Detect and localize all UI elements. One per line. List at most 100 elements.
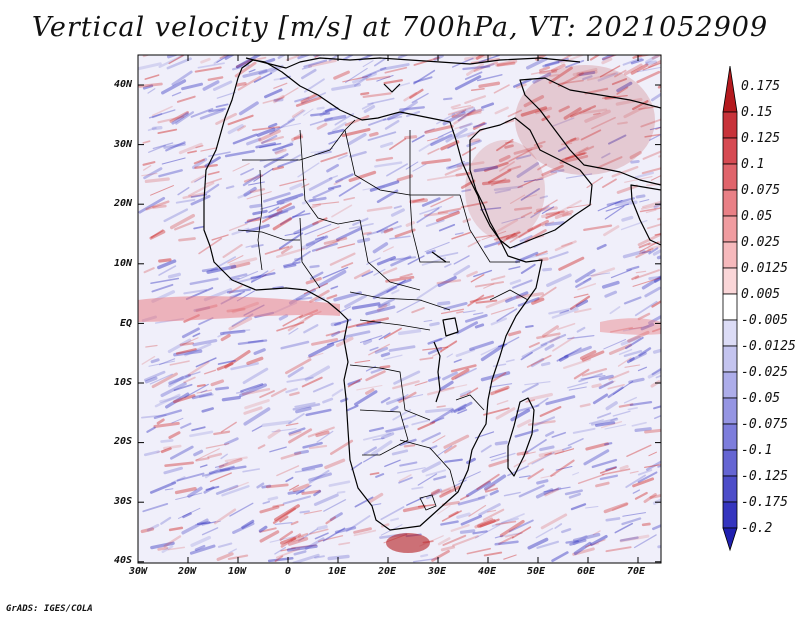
texture-streak (507, 109, 523, 118)
texture-streak (628, 327, 642, 330)
texture-streak (429, 417, 445, 424)
texture-streak (454, 367, 477, 380)
texture-streak (232, 163, 250, 172)
texture-streak (352, 72, 377, 84)
texture-streak (544, 452, 552, 456)
texture-streak (633, 534, 657, 549)
texture-streak (191, 426, 206, 432)
texture-streak (551, 551, 569, 563)
texture-streak (363, 339, 373, 345)
texture-streak (453, 255, 470, 265)
lat-label: 20S (113, 436, 132, 447)
texture-streak (353, 529, 377, 537)
texture-streak (446, 353, 453, 358)
texture-streak (313, 493, 339, 506)
texture-streak (481, 230, 507, 241)
texture-streak (204, 177, 222, 185)
texture-streak (169, 360, 190, 366)
texture-streak (523, 178, 544, 183)
texture-streak (484, 487, 499, 493)
texture-streak (331, 121, 347, 133)
texture-streak (194, 544, 206, 551)
texture-streak (649, 494, 661, 499)
texture-streak (295, 406, 312, 414)
texture-streak (591, 116, 616, 130)
texture-streak (228, 222, 248, 232)
texture-streak (313, 489, 322, 497)
texture-streak (196, 389, 213, 394)
texture-streak (638, 105, 658, 111)
texture-streak (314, 147, 334, 156)
texture-streak (635, 270, 647, 274)
texture-streak (208, 107, 226, 113)
texture-streak (161, 79, 187, 95)
texture-streak (417, 503, 436, 508)
texture-streak (201, 267, 219, 273)
texture-streak (336, 226, 363, 242)
texture-streak (151, 372, 178, 389)
texture-streak (259, 390, 275, 399)
texture-streak (435, 210, 460, 222)
texture-streak (650, 174, 661, 181)
texture-streak (262, 96, 285, 104)
texture-streak (455, 348, 475, 358)
texture-streak (491, 517, 519, 528)
texture-streak (516, 154, 532, 160)
texture-streak (580, 374, 606, 380)
texture-streak (581, 350, 605, 362)
texture-streak (297, 532, 309, 538)
texture-streak (367, 131, 397, 142)
texture-streak (565, 539, 579, 544)
texture-streak (205, 485, 220, 491)
texture-streak (564, 489, 583, 496)
texture-streak (508, 330, 522, 337)
texture-streak (385, 424, 409, 433)
texture-streak (453, 109, 476, 125)
texture-streak (296, 484, 312, 495)
texture-streak (193, 449, 204, 457)
texture-streak (276, 465, 300, 477)
lon-label: 20W (177, 566, 197, 577)
texture-streak (652, 348, 661, 354)
texture-streak (222, 243, 243, 259)
texture-streak (588, 419, 604, 425)
texture-streak (276, 247, 306, 258)
texture-streak (562, 446, 572, 451)
texture-streak (237, 339, 268, 346)
texture-streak (191, 392, 213, 400)
texture-streak (623, 103, 649, 119)
texture-streak (260, 136, 284, 144)
texture-streak (151, 283, 174, 293)
texture-streak (147, 88, 156, 94)
texture-streak (322, 397, 334, 404)
texture-streak (447, 106, 474, 116)
texture-streak (625, 336, 644, 350)
texture-streak (189, 430, 214, 438)
texture-streak (176, 472, 205, 482)
texture-streak (489, 452, 507, 459)
texture-streak (555, 465, 573, 471)
texture-streak (396, 299, 422, 313)
texture-streak (386, 279, 406, 293)
texture-streak (278, 232, 304, 250)
texture-streak (490, 275, 506, 281)
texture-streak (477, 519, 496, 528)
texture-streak (356, 384, 383, 391)
texture-streak (496, 138, 514, 152)
texture-streak (149, 230, 166, 240)
arabia-outline (469, 117, 593, 249)
arabia-convection (465, 140, 545, 240)
texture-streak (343, 196, 356, 201)
texture-streak (157, 115, 185, 124)
texture-streak (429, 445, 438, 450)
texture-streak (414, 381, 428, 386)
texture-streak (443, 97, 453, 101)
texture-streak (195, 448, 220, 461)
texture-streak (285, 476, 294, 483)
texture-streak (581, 368, 608, 377)
texture-streak (242, 367, 269, 385)
texture-streak (200, 57, 211, 64)
texture-streak (251, 244, 264, 248)
texture-streak (464, 313, 488, 323)
texture-streak (501, 216, 526, 224)
